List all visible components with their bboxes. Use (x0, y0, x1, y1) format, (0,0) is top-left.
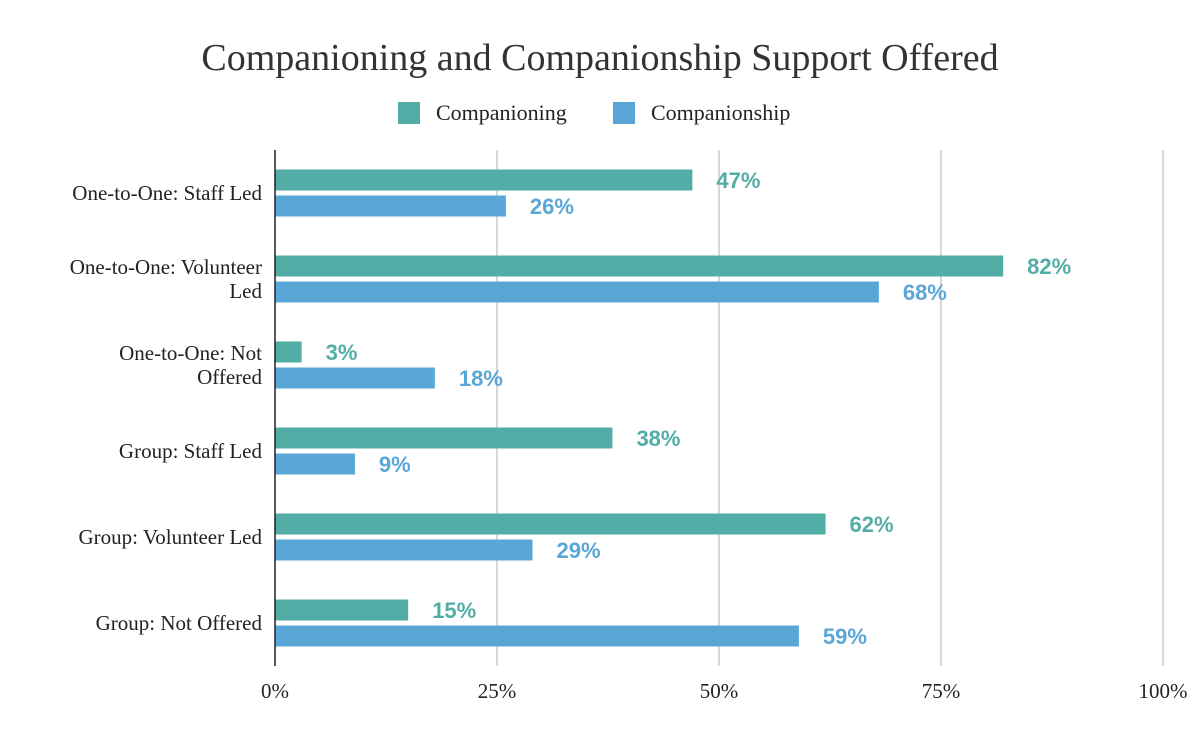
data-label: 15% (432, 598, 476, 623)
bar (275, 539, 533, 561)
data-label: 3% (326, 340, 358, 365)
data-label: 59% (823, 624, 867, 649)
chart-title: Companioning and Companionship Support O… (201, 37, 998, 79)
data-label: 82% (1027, 254, 1071, 279)
bars (275, 169, 1004, 647)
data-label: 9% (379, 452, 411, 477)
x-tick-label: 75% (922, 679, 961, 703)
gridlines (496, 150, 1164, 666)
value-labels: 47% 26% 82% 68% 3% 18% 38% 9% 62% 29% 15% 59% (326, 168, 1072, 649)
category-label: One-to-One: Not (119, 341, 262, 365)
bar (275, 453, 355, 475)
category-label: Led (229, 279, 262, 303)
legend: Companioning Companionship (398, 100, 790, 125)
category-label: One-to-One: Volunteer (70, 255, 262, 279)
data-label: 68% (903, 280, 947, 305)
data-label: 62% (850, 512, 894, 537)
bar (275, 341, 302, 363)
x-tick-label: 50% (700, 679, 739, 703)
category-label: Group: Staff Led (119, 439, 263, 463)
bar (275, 625, 799, 647)
data-label: 18% (459, 366, 503, 391)
bar (275, 427, 613, 449)
data-label: 47% (716, 168, 760, 193)
x-tick-label: 0% (261, 679, 289, 703)
category-label: Offered (197, 365, 262, 389)
x-tick-label: 25% (478, 679, 517, 703)
bar (275, 195, 506, 217)
bar (275, 367, 435, 389)
bar (275, 513, 826, 535)
x-ticks: 0% 25% 50% 75% 100% (261, 679, 1188, 703)
data-label: 26% (530, 194, 574, 219)
category-label: Group: Not Offered (96, 611, 263, 635)
legend-label: Companioning (436, 100, 567, 125)
bar (275, 255, 1004, 277)
bar (275, 169, 693, 191)
category-labels: One-to-One: Staff Led One-to-One: Volunte… (70, 181, 263, 635)
category-label: Group: Volunteer Led (78, 525, 262, 549)
bar (275, 599, 409, 621)
data-label: 38% (636, 426, 680, 451)
legend-swatch (398, 102, 420, 124)
legend-swatch (613, 102, 635, 124)
x-tick-label: 100% (1139, 679, 1188, 703)
bar (275, 281, 879, 303)
category-label: One-to-One: Staff Led (72, 181, 262, 205)
data-label: 29% (557, 538, 601, 563)
legend-label: Companionship (651, 100, 790, 125)
